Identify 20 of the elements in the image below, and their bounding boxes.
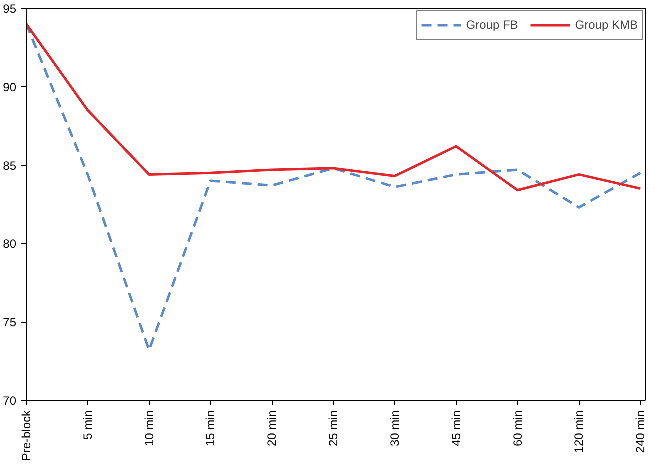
- x-tick-label: 5 min: [80, 410, 95, 440]
- x-tick-label: 120 min: [572, 410, 586, 454]
- y-tick-label: 95: [3, 2, 17, 16]
- x-tick-label: 240 min: [634, 410, 648, 454]
- y-tick-label: 75: [3, 316, 17, 330]
- x-tick-label: 20 min: [265, 410, 280, 447]
- line-series: [26, 22, 642, 192]
- legend-label: Group FB: [466, 18, 518, 32]
- x-tick-label: 10 min: [142, 410, 156, 447]
- y-tick-label: 85: [3, 158, 17, 173]
- x-tick-label: 25 min: [326, 410, 341, 447]
- x-tick-label: 60 min: [510, 410, 525, 447]
- legend-label: Group KMB: [575, 18, 638, 32]
- x-tick-label: Pre-block: [20, 410, 34, 462]
- x-tick-label: 30 min: [388, 410, 402, 447]
- y-tick-label: 90: [3, 80, 17, 94]
- x-tick-label: 15 min: [204, 410, 218, 447]
- y-tick-label: 80: [3, 237, 17, 252]
- x-tick-label: 45 min: [449, 410, 464, 447]
- y-tick-label: 70: [3, 394, 17, 408]
